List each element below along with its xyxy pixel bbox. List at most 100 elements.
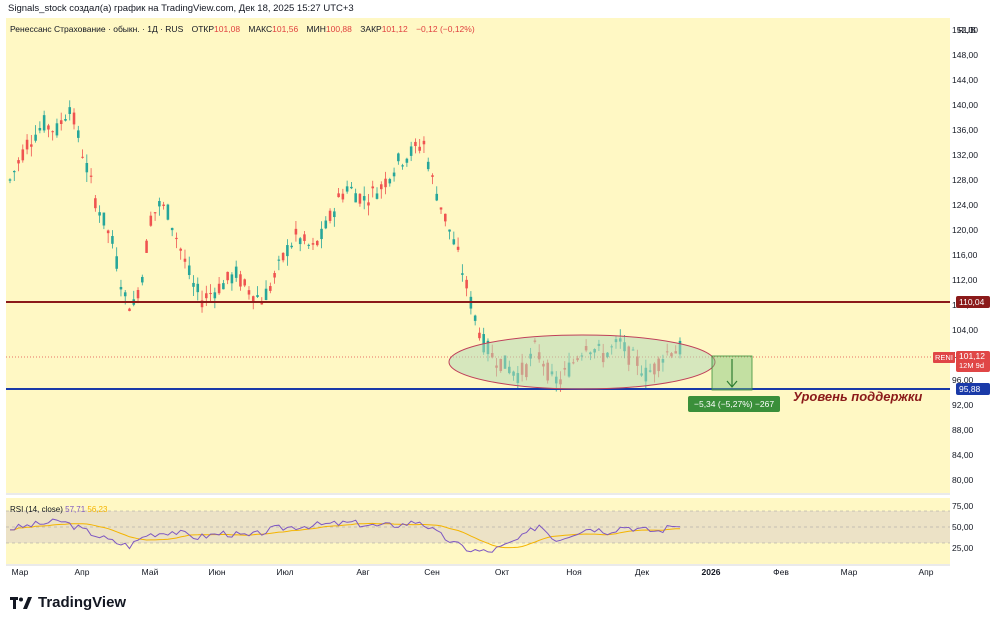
measure-arrow-head xyxy=(726,380,738,388)
candle-body xyxy=(98,212,101,216)
candle-body xyxy=(30,144,33,147)
candle-body xyxy=(452,239,456,245)
candle-body xyxy=(337,193,340,198)
legend-change: −0,12 (−0,12%) xyxy=(416,24,475,34)
candle-body xyxy=(345,186,349,192)
chart-attribution: Signals_stock создал(а) график на Tradin… xyxy=(8,3,354,14)
candle-body xyxy=(196,283,200,293)
rsi-title: RSI (14, close) xyxy=(10,505,63,514)
candle-body xyxy=(239,274,242,287)
price-tick: 132,00 xyxy=(952,149,978,160)
candle-body xyxy=(158,201,161,207)
candle-body xyxy=(384,178,387,188)
candle-body xyxy=(409,146,413,156)
time-tick: Фев xyxy=(773,567,789,577)
candle-body xyxy=(405,158,409,163)
tradingview-logo-icon xyxy=(10,596,32,609)
legend-close-label: ЗАКР xyxy=(360,24,382,34)
candle-body xyxy=(222,283,225,290)
candle-body xyxy=(21,149,25,161)
legend-open-label: ОТКР xyxy=(191,24,215,34)
price-tick: 120,00 xyxy=(952,224,978,235)
candle-body xyxy=(473,315,477,321)
rsi-line xyxy=(10,518,681,553)
candle-body xyxy=(298,238,302,245)
time-tick: Июн xyxy=(208,567,226,577)
candle-body xyxy=(179,248,182,251)
brand-name: TradingView xyxy=(38,594,127,611)
candle-body xyxy=(77,130,80,138)
legend-open: 101,08 xyxy=(214,24,241,34)
candle-body xyxy=(170,227,174,231)
candle-body xyxy=(64,119,67,121)
candle-body xyxy=(162,204,165,207)
candle-body xyxy=(183,258,187,262)
price-tick: 116,00 xyxy=(952,249,978,260)
candle-body xyxy=(187,265,191,276)
price-tick: 88,00 xyxy=(952,424,974,435)
candle-body xyxy=(102,212,106,226)
candle-body xyxy=(68,107,72,114)
candle-body xyxy=(55,123,59,136)
candle-body xyxy=(311,243,315,245)
candle-body xyxy=(422,140,426,145)
rsi-tick-50: 50,00 xyxy=(952,522,974,532)
candle-body xyxy=(8,179,12,181)
price-tick: 80,00 xyxy=(952,474,974,485)
candle-body xyxy=(482,334,485,353)
legend-high-label: МАКС xyxy=(248,24,273,34)
time-tick: Июл xyxy=(276,567,294,577)
candle-body xyxy=(25,139,29,150)
rsi-value: 57,71 xyxy=(65,505,86,514)
rsi-tick-75: 75,00 xyxy=(952,501,974,511)
resistance-price-label: 110,04 xyxy=(956,296,990,308)
price-tick: 128,00 xyxy=(952,174,978,185)
symbol-badge: RENI xyxy=(933,352,955,363)
candle-body xyxy=(461,273,464,275)
candle-body xyxy=(392,172,396,177)
chart-area[interactable] xyxy=(0,18,1000,580)
candle-body xyxy=(290,245,293,248)
candle-body xyxy=(217,283,221,294)
candle-body xyxy=(136,289,140,299)
candle-body xyxy=(59,120,63,125)
consolidation-ellipse[interactable] xyxy=(448,334,716,390)
candle-body xyxy=(341,193,345,200)
price-chart-svg[interactable] xyxy=(0,18,1000,580)
candle-body xyxy=(115,256,118,269)
candle-body xyxy=(315,240,319,246)
rsi-ma-line xyxy=(10,522,680,549)
price-tick: 84,00 xyxy=(952,449,974,460)
price-tick: 152,00 xyxy=(952,24,978,35)
rsi-legend: RSI (14, close) 57,71 56,23 xyxy=(10,505,107,514)
candle-body xyxy=(358,193,362,204)
time-tick: Авг xyxy=(356,567,370,577)
candle-body xyxy=(256,295,259,297)
footer-brand[interactable]: TradingView xyxy=(10,594,126,611)
time-tick: Апр xyxy=(918,567,934,577)
support-annotation[interactable]: Уровень поддержки xyxy=(793,389,923,404)
legend-symbol: Ренессанс Страхование · обыкн. · 1Д · RU… xyxy=(10,24,184,34)
candle-body xyxy=(277,259,281,261)
candle-body xyxy=(426,161,430,170)
candle-body xyxy=(38,127,42,131)
candle-body xyxy=(264,288,268,300)
candle-body xyxy=(401,165,404,167)
candle-body xyxy=(200,300,204,308)
candle-body xyxy=(371,186,375,189)
candle-body xyxy=(379,184,383,190)
time-tick: 2026 xyxy=(701,567,721,577)
time-tick: Окт xyxy=(494,567,510,577)
candle-body xyxy=(175,237,178,240)
candle-body xyxy=(72,112,76,125)
currency-label[interactable]: RUB xyxy=(958,25,976,35)
candle-body xyxy=(17,160,20,164)
time-tick: Дек xyxy=(634,567,650,577)
candle-body xyxy=(89,175,93,177)
price-tick: 124,00 xyxy=(952,199,978,210)
candle-body xyxy=(375,193,379,199)
candle-body xyxy=(123,292,127,297)
candle-body xyxy=(273,273,276,278)
candle-body xyxy=(269,286,272,291)
candle-body xyxy=(247,290,251,295)
